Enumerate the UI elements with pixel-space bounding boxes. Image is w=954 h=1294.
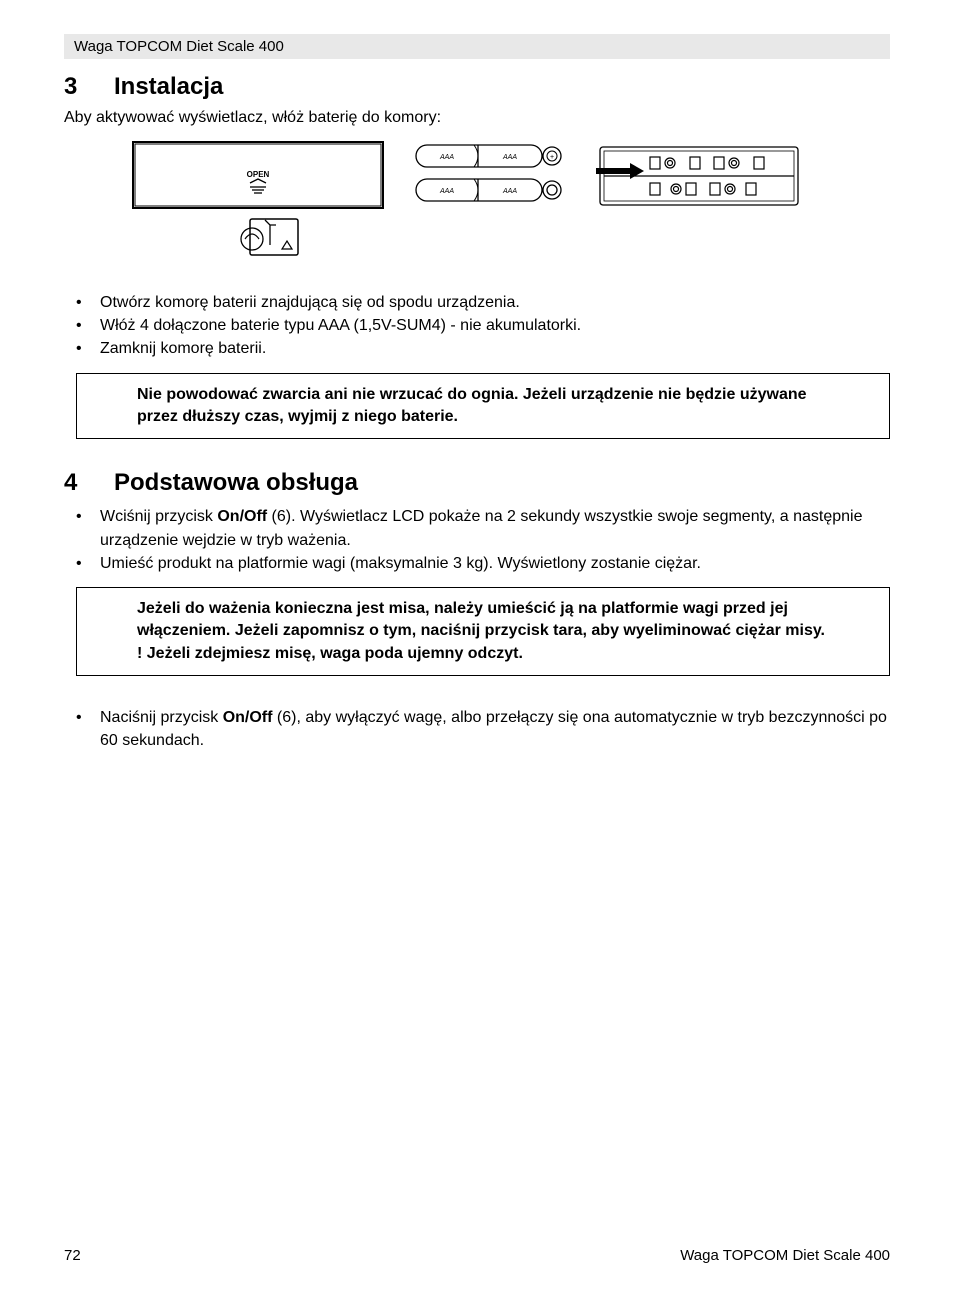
section-4-title: Podstawowa obsługa bbox=[114, 469, 358, 496]
list-item: Naciśnij przycisk On/Off (6), aby wyłącz… bbox=[64, 706, 890, 752]
diagram-batteries-icon: AAA AAA + AAA AAA bbox=[414, 141, 564, 211]
section-4-note: Jeżeli do ważenia konieczna jest misa, n… bbox=[76, 587, 890, 676]
diagram-compartment-icon: OPEN bbox=[132, 141, 384, 261]
list-item: Otwórz komorę baterii znajdującą się od … bbox=[64, 291, 890, 314]
note-line-1: Jeżeli do ważenia konieczna jest misa, n… bbox=[137, 598, 839, 643]
bold-text: On/Off bbox=[217, 508, 267, 525]
page-header: Waga TOPCOM Diet Scale 400 bbox=[64, 34, 890, 59]
section-3-num: 3 bbox=[64, 73, 114, 101]
section-3-intro: Aby aktywować wyświetlacz, włóż baterię … bbox=[64, 109, 890, 127]
svg-text:AAA: AAA bbox=[439, 154, 454, 161]
list-item: Umieść produkt na platformie wagi (maksy… bbox=[64, 552, 890, 575]
svg-text:AAA: AAA bbox=[439, 188, 454, 195]
note-text: Nie powodować zwarcia ani nie wrzucać do… bbox=[137, 386, 807, 425]
note-line-2: ! Jeżeli zdejmiesz misę, waga poda ujemn… bbox=[137, 643, 839, 665]
text: Wciśnij przycisk bbox=[100, 508, 217, 525]
svg-text:AAA: AAA bbox=[502, 188, 517, 195]
diagram-row: OPEN AAA AAA + bbox=[132, 141, 890, 261]
section-4-num: 4 bbox=[64, 469, 114, 497]
list-item: Wciśnij przycisk On/Off (6). Wyświetlacz… bbox=[64, 505, 890, 551]
bold-text: On/Off bbox=[223, 709, 273, 726]
list-item: Zamknij komorę baterii. bbox=[64, 337, 890, 360]
text: Naciśnij przycisk bbox=[100, 709, 223, 726]
section-3-note: Nie powodować zwarcia ani nie wrzucać do… bbox=[76, 373, 890, 440]
section-3-list: Otwórz komorę baterii znajdującą się od … bbox=[64, 291, 890, 361]
page: Waga TOPCOM Diet Scale 400 3Instalacja A… bbox=[0, 0, 954, 1294]
section-3-heading: 3Instalacja bbox=[64, 73, 890, 101]
page-number: 72 bbox=[64, 1247, 81, 1264]
page-footer: 72 Waga TOPCOM Diet Scale 400 bbox=[64, 1247, 890, 1264]
diagram-inserted-icon bbox=[594, 141, 804, 211]
svg-text:AAA: AAA bbox=[502, 154, 517, 161]
section-3-title: Instalacja bbox=[114, 73, 223, 100]
header-title: Waga TOPCOM Diet Scale 400 bbox=[74, 38, 284, 55]
section-4-list-b: Naciśnij przycisk On/Off (6), aby wyłącz… bbox=[64, 706, 890, 752]
section-4-heading: 4Podstawowa obsługa bbox=[64, 469, 890, 497]
open-label: OPEN bbox=[247, 170, 270, 179]
section-4-list-a: Wciśnij przycisk On/Off (6). Wyświetlacz… bbox=[64, 505, 890, 575]
footer-right: Waga TOPCOM Diet Scale 400 bbox=[680, 1247, 890, 1264]
list-item: Włóż 4 dołączone baterie typu AAA (1,5V-… bbox=[64, 314, 890, 337]
svg-text:+: + bbox=[550, 154, 554, 161]
